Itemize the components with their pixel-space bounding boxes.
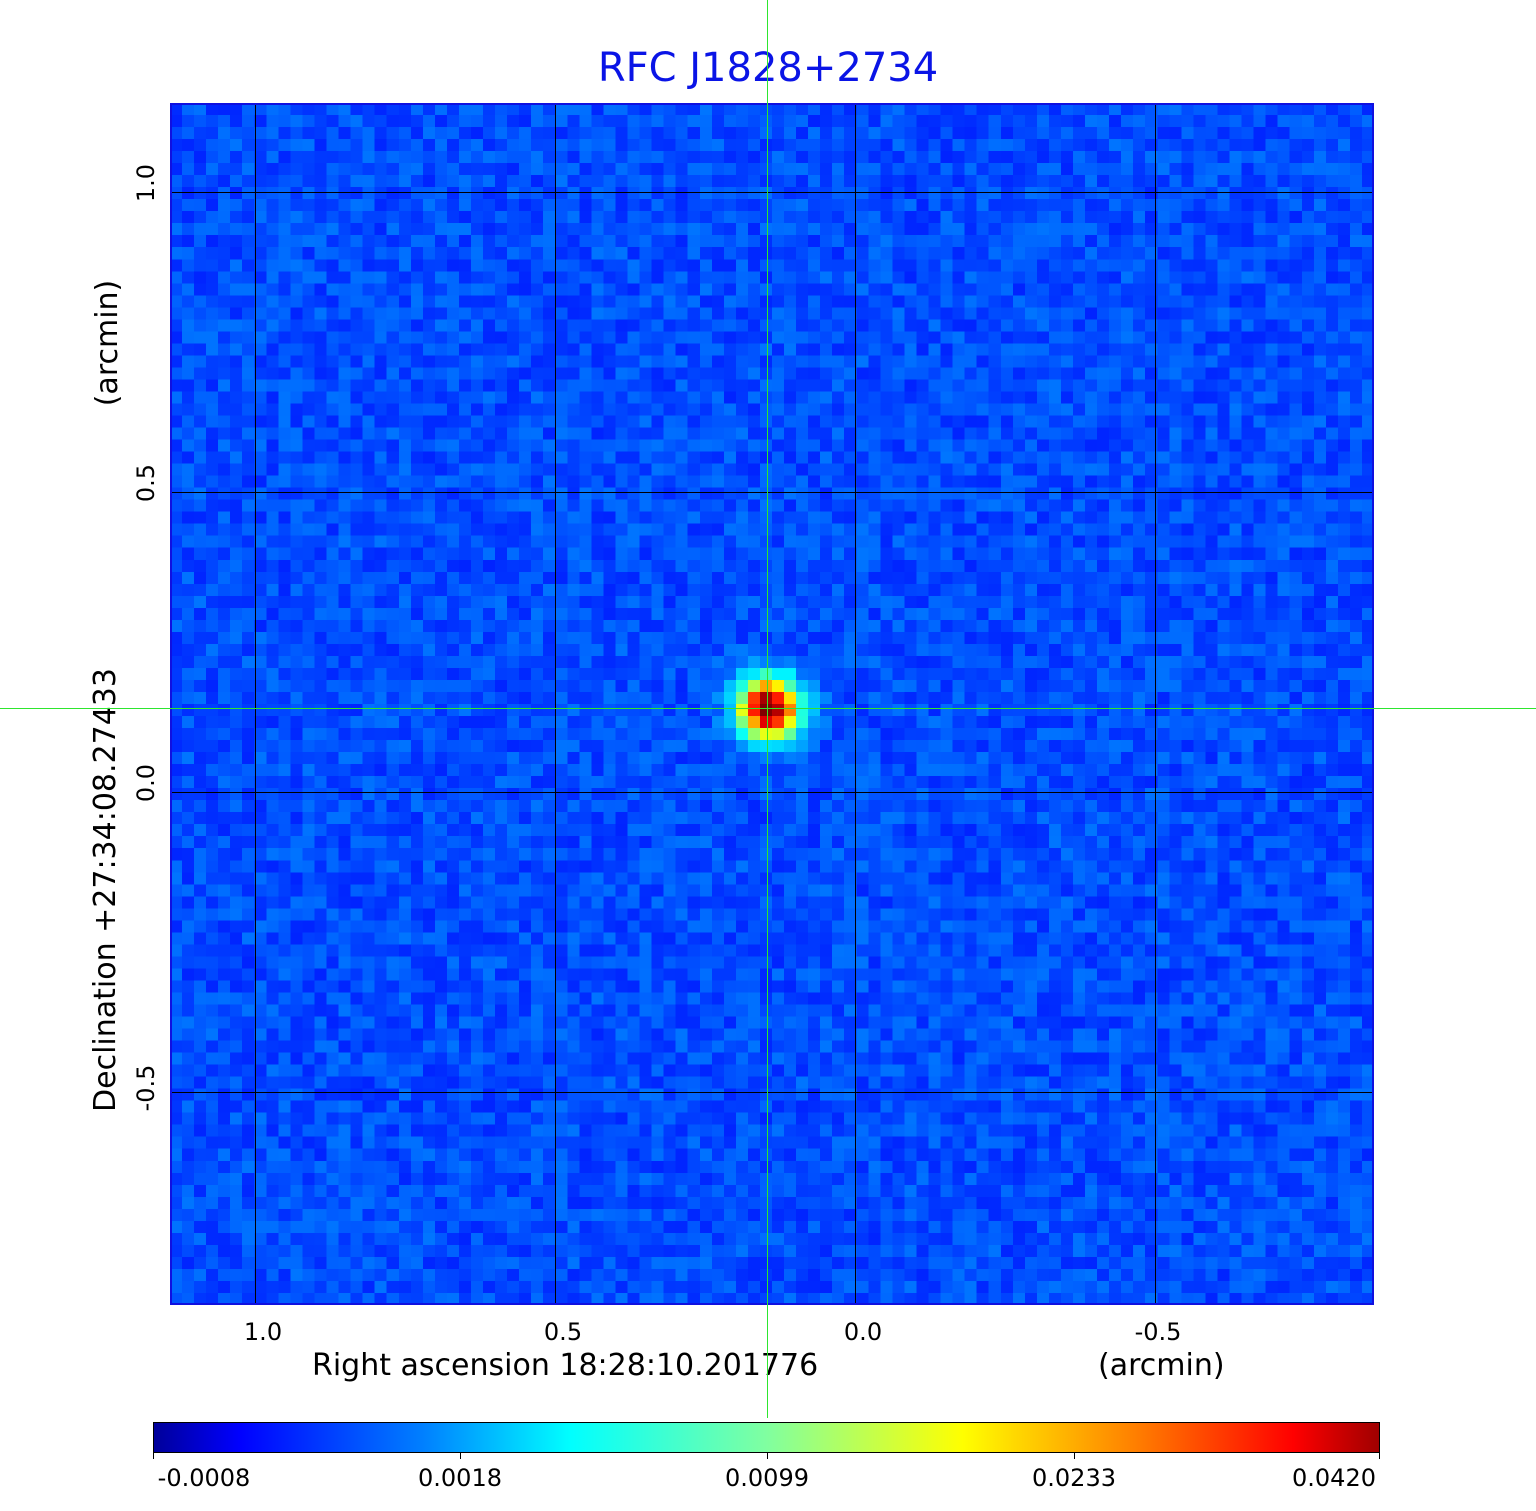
colorbar-tick bbox=[153, 1453, 154, 1459]
colorbar-tick bbox=[1074, 1453, 1075, 1459]
y-tick-label: 0.0 bbox=[132, 763, 160, 803]
crosshair-vertical bbox=[767, 0, 768, 1418]
colorbar-label: 0.0099 bbox=[725, 1464, 809, 1492]
grid-line-x-0.5 bbox=[555, 103, 556, 1305]
colorbar-label: 0.0233 bbox=[1032, 1464, 1116, 1492]
x-axis-unit: (arcmin) bbox=[1098, 1348, 1225, 1383]
grid-line-x--0.5 bbox=[1155, 103, 1156, 1305]
colorbar bbox=[153, 1422, 1380, 1453]
chart-title: RFC J1828+2734 bbox=[597, 45, 939, 91]
plot-frame bbox=[170, 103, 1374, 1305]
x-tick-label: 0.0 bbox=[843, 1318, 883, 1346]
y-axis-label: Declination +27:34:08.27433 bbox=[88, 668, 123, 1112]
x-tick-label: 0.5 bbox=[543, 1318, 583, 1346]
y-tick-label: 1.0 bbox=[132, 163, 160, 203]
grid-line-y-0.5 bbox=[170, 492, 1374, 493]
grid-line-y--0.5 bbox=[170, 1092, 1374, 1093]
y-tick-label: 0.5 bbox=[132, 463, 160, 503]
colorbar-tick bbox=[1379, 1453, 1380, 1459]
grid-line-x-0.0 bbox=[855, 103, 856, 1305]
grid-line-y-0.0 bbox=[170, 792, 1374, 793]
x-tick-label: 1.0 bbox=[243, 1318, 283, 1346]
colorbar-tick bbox=[460, 1453, 461, 1459]
y-axis-unit: (arcmin) bbox=[90, 279, 125, 407]
x-axis-label: Right ascension 18:28:10.201776 bbox=[312, 1348, 819, 1383]
intensity-map bbox=[170, 103, 1374, 1305]
crosshair-horizontal bbox=[0, 708, 1536, 709]
colorbar-label: -0.0008 bbox=[157, 1464, 251, 1492]
colorbar-tick bbox=[767, 1453, 768, 1459]
x-tick-label: -0.5 bbox=[1134, 1318, 1182, 1346]
colorbar-label: 0.0420 bbox=[1292, 1464, 1376, 1492]
colorbar-label: 0.0018 bbox=[418, 1464, 502, 1492]
grid-line-y-1.0 bbox=[170, 192, 1374, 193]
grid-line-x-1.0 bbox=[255, 103, 256, 1305]
y-tick-label: -0.5 bbox=[132, 1064, 160, 1112]
